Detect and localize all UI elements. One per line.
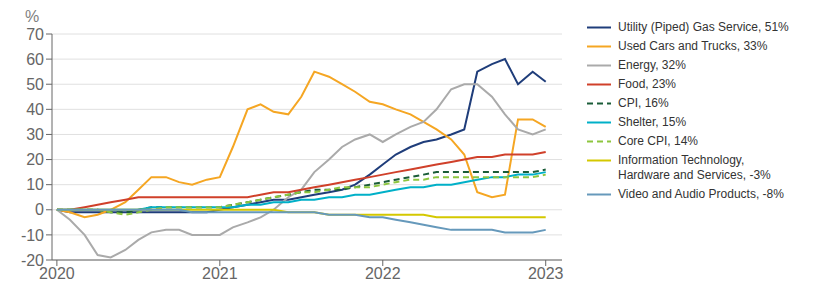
svg-text:2023: 2023 [528,265,564,282]
svg-text:20: 20 [26,151,44,168]
html-text:Shelter, 15%: Shelter, 15% [618,115,686,129]
svg-text:50: 50 [26,76,44,93]
svg-text:2022: 2022 [365,265,401,282]
html-text:Core CPI, 14%: Core CPI, 14% [618,134,698,148]
svg-text:-20: -20 [21,252,44,269]
html-text:Video and Audio Products, -8%: Video and Audio Products, -8% [618,187,784,201]
svg-text:40: 40 [26,101,44,118]
svg-text:70: 70 [26,26,44,43]
svg-text:30: 30 [26,126,44,143]
svg-text:%: % [25,8,39,25]
svg-text:60: 60 [26,51,44,68]
svg-text:10: 10 [26,176,44,193]
html-text:CPI, 16%: CPI, 16% [618,96,669,110]
html-text:Energy, 32%: Energy, 32% [618,58,686,72]
svg-text:-10: -10 [21,227,44,244]
html-text:Food, 23%: Food, 23% [618,77,676,91]
svg-text:2021: 2021 [202,265,238,282]
svg-text:0: 0 [35,201,44,218]
svg-text:2020: 2020 [39,265,75,282]
html-text:Used Cars and Trucks, 33%: Used Cars and Trucks, 33% [618,39,768,53]
html-text:Information Technology, Hardwa: Information Technology, Hardware and Ser… [618,153,771,182]
html-text:Utility (Piped) Gas Service, 5: Utility (Piped) Gas Service, 51% [618,20,789,34]
